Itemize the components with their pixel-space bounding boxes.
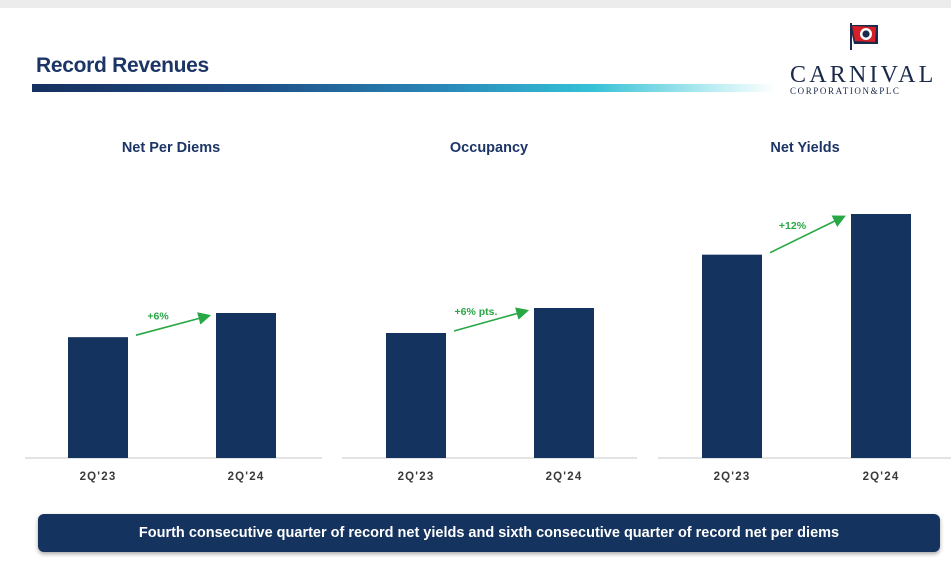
- summary-banner: Fourth consecutive quarter of record net…: [38, 514, 940, 552]
- charts-area: 2Q'23 2Q'24 +6% 2Q'23 2Q'24 +6% pts. 2Q'23 2Q'2…: [25, 214, 951, 483]
- carnival-logo: CARNIVAL CORPORATION&PLC: [786, 22, 946, 102]
- x-tick-label: 2Q'24: [863, 471, 900, 483]
- chart-title-net-per-diems: Net Per Diems: [121, 140, 221, 156]
- x-tick-label: 2Q'23: [80, 471, 117, 483]
- slide-title: Record Revenues: [36, 54, 209, 77]
- logo-wordmark: CARNIVAL: [790, 62, 937, 88]
- growth-label: +12%: [779, 220, 807, 232]
- logo-subtitle: CORPORATION&PLC: [790, 86, 901, 96]
- x-tick-label: 2Q'24: [546, 471, 583, 483]
- bar: [216, 313, 276, 458]
- x-tick-label: 2Q'23: [398, 471, 435, 483]
- growth-arrow: [135, 312, 212, 336]
- summary-banner-text: Fourth consecutive quarter of record net…: [138, 525, 840, 541]
- chart-title-occupancy: Occupancy: [449, 140, 529, 156]
- title-underline: [32, 84, 776, 92]
- x-tick-label: 2Q'24: [228, 471, 265, 483]
- growth-label: +6% pts.: [455, 306, 498, 318]
- bar: [68, 337, 128, 458]
- growth-arrow: [769, 215, 846, 254]
- chart-title-net-yields: Net Yields: [770, 140, 840, 156]
- x-tick-label: 2Q'23: [714, 471, 751, 483]
- bar: [534, 308, 594, 458]
- bar: [702, 254, 762, 458]
- flag-icon: [850, 23, 878, 50]
- bar: [851, 214, 911, 458]
- slide: Record Revenues CARNIVAL CORPORATION&PLC…: [0, 8, 951, 563]
- growth-label: +6%: [147, 311, 169, 323]
- bar: [386, 333, 446, 458]
- growth-arrow: [453, 307, 530, 332]
